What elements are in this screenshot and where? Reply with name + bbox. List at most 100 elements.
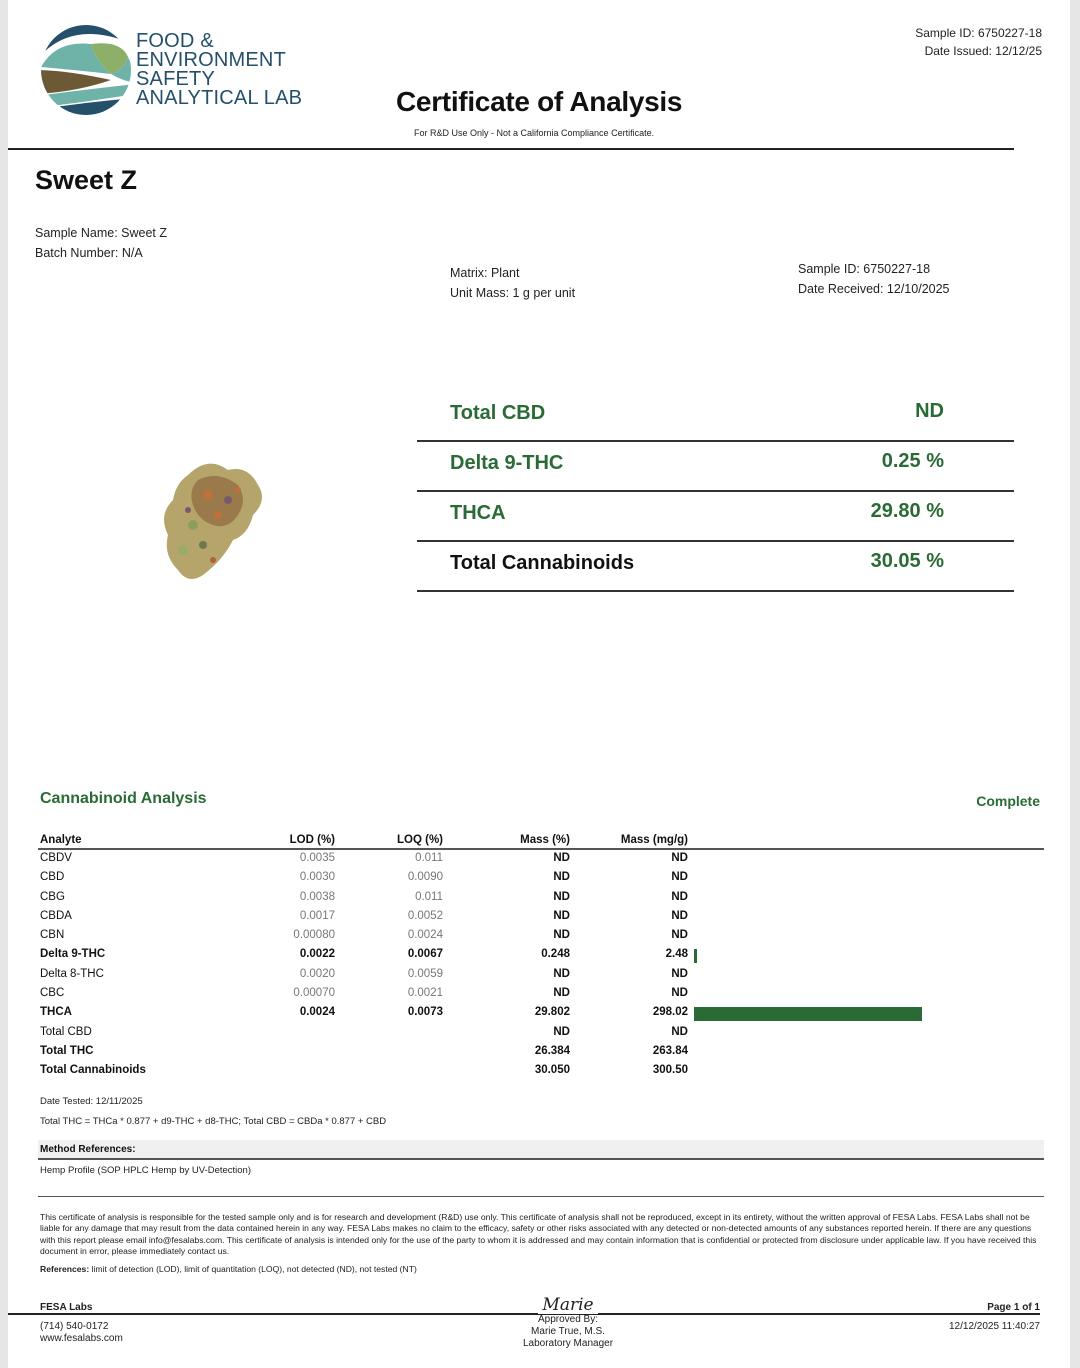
signature: Marie — [538, 1296, 598, 1314]
potency-summary: Total CBD ND Delta 9-THC 0.25 % THCA 29.… — [417, 392, 1014, 592]
batch-number: Batch Number: N/A — [35, 246, 143, 260]
summary-label: Delta 9-THC — [450, 452, 564, 474]
approver-name: Marie True, M.S. — [531, 1326, 605, 1337]
analyte-cell: CBD — [40, 871, 65, 884]
summary-label: Total Cannabinoids — [450, 552, 635, 574]
page-subtitle: For R&D Use Only - Not a California Comp… — [414, 128, 655, 138]
loq-cell: 0.0021 — [407, 987, 443, 1000]
summary-value: 30.05 % — [870, 550, 944, 572]
method-reference: Hemp Profile (SOP HPLC Hemp by UV-Detect… — [40, 1165, 252, 1176]
analyte-cell: Total THC — [40, 1044, 94, 1057]
lab-name-line: ANALYTICAL LAB — [136, 87, 303, 109]
mass-pct-cell: ND — [553, 890, 570, 903]
table-row: CBDV 0.0035 0.011 ND ND — [38, 850, 1044, 869]
lod-cell: 0.00080 — [293, 929, 335, 942]
column-header-lod: LOD (%) — [289, 834, 335, 846]
company-name: FESA Labs — [40, 1302, 93, 1313]
sample-id: Sample ID: 6750227-18 — [798, 262, 931, 276]
mass-pct-cell: 26.384 — [534, 1044, 570, 1057]
header-divider — [8, 148, 1014, 150]
summary-row: THCA 29.80 % — [417, 492, 1014, 542]
status-badge: Complete — [976, 793, 1040, 809]
lod-cell: 0.0024 — [299, 1006, 335, 1019]
lod-cell: 0.0038 — [299, 890, 335, 903]
column-header-analyte: Analyte — [40, 834, 82, 846]
sample-info: Sample Name: Sweet Z Batch Number: N/A — [35, 223, 167, 263]
analyte-cell: Total CBD — [40, 1025, 92, 1038]
mass-pct-cell: ND — [553, 871, 570, 884]
loq-cell: 0.0067 — [407, 948, 443, 961]
table-row: Delta 8-THC 0.0020 0.0059 ND ND — [38, 966, 1044, 985]
loq-cell: 0.0073 — [407, 1006, 443, 1019]
website-link[interactable]: www.fesalabs.com — [40, 1333, 123, 1344]
loq-cell: 0.0059 — [407, 967, 443, 980]
cannabis-bud-image — [164, 463, 262, 579]
loq-cell: 0.0024 — [407, 929, 443, 942]
fesa-logo-icon — [41, 25, 131, 115]
product-name: Sweet Z — [35, 165, 138, 195]
mass-mg-cell: 300.50 — [652, 1064, 688, 1077]
sample-name: Sample Name: Sweet Z — [35, 226, 167, 240]
lab-name-line: ENVIRONMENT — [136, 49, 286, 71]
summary-label: THCA — [450, 502, 506, 524]
mass-pct-cell: ND — [553, 1025, 570, 1038]
mass-mg-cell: 2.48 — [665, 948, 688, 961]
analyte-cell: CBN — [40, 929, 65, 942]
mass-bar — [694, 1007, 922, 1022]
analyte-cell: CBDV — [40, 852, 72, 864]
printed-timestamp: 12/12/2025 11:40:27 — [948, 1320, 1040, 1332]
table-body: CBDV 0.0035 0.011 ND ND CBD 0.0030 0.0090 ND ND CB… — [38, 850, 1044, 1082]
mass-pct-cell: ND — [553, 929, 570, 942]
mass-pct-cell: 30.050 — [534, 1064, 570, 1077]
matrix: Matrix: Plant — [450, 266, 520, 280]
mass-pct-cell: 29.802 — [534, 1006, 570, 1019]
table-row: Total CBD ND ND — [38, 1024, 1044, 1043]
header-date-issued: Date Issued: 12/12/25 — [924, 44, 1042, 58]
analyte-cell: Delta 8-THC — [40, 967, 104, 980]
footer-contact: FESA Labs (714) 540-0172 www.fesalabs.co… — [40, 1302, 123, 1346]
total-formula: Total THC = THCa * 0.877 + d9-THC + d8-T… — [40, 1116, 387, 1127]
summary-label: Total CBD — [450, 402, 546, 424]
lod-cell: 0.0030 — [299, 871, 335, 884]
cannabinoid-table: Analyte LOD (%) LOQ (%) Mass (%) Mass (m… — [38, 832, 1044, 1082]
section-title: Cannabinoid Analysis — [40, 790, 207, 807]
table-row: Delta 9-THC 0.0022 0.0067 0.248 2.48 — [38, 946, 1044, 965]
table-row: THCA 0.0024 0.0073 29.802 298.02 — [38, 1004, 1044, 1023]
mass-bar — [694, 949, 697, 964]
table-row: CBDA 0.0017 0.0052 ND ND — [38, 908, 1044, 927]
mass-mg-cell: ND — [671, 1025, 688, 1038]
header-meta: Sample ID: 6750227-18 Date Issued: 12/12… — [915, 24, 1042, 60]
analyte-cell: THCA — [40, 1006, 72, 1019]
lab-name: FOOD & ENVIRONMENT SAFETY ANALYTICAL LAB — [136, 30, 303, 109]
method-references-header: Method References: — [38, 1140, 1044, 1160]
footer-page-info: Page 1 of 1 12/12/2025 11:40:27 — [949, 1302, 1040, 1333]
mass-mg-cell: ND — [671, 852, 688, 864]
summary-value: 0.25 % — [881, 450, 944, 472]
header-sample-id: Sample ID: 6750227-18 — [915, 26, 1042, 40]
references: References: limit of detection (LOD), li… — [40, 1264, 417, 1274]
analyte-cell: CBDA — [40, 909, 72, 922]
page-number: Page 1 of 1 — [987, 1302, 1040, 1313]
lod-cell: 0.00070 — [293, 987, 335, 1000]
mass-mg-cell: ND — [671, 871, 688, 884]
analyte-cell: CBC — [40, 987, 65, 1000]
summary-value: ND — [915, 400, 944, 422]
mass-mg-cell: ND — [671, 890, 688, 903]
disclaimer: This certificate of analysis is responsi… — [40, 1212, 1037, 1256]
loq-cell: 0.0052 — [407, 909, 443, 922]
mass-mg-cell: 263.84 — [652, 1044, 688, 1057]
column-header-mass-pct: Mass (%) — [520, 834, 570, 846]
analyte-cell: CBG — [40, 890, 65, 903]
loq-cell: 0.011 — [415, 852, 443, 864]
table-row: CBC 0.00070 0.0021 ND ND — [38, 985, 1044, 1004]
mass-mg-cell: ND — [671, 929, 688, 942]
analyte-cell: Total Cannabinoids — [40, 1064, 146, 1077]
column-header-mass-mg: Mass (mg/g) — [620, 834, 688, 846]
divider — [38, 1196, 1044, 1197]
summary-row: Total CBD ND — [417, 392, 1014, 442]
lab-name-line: FOOD & — [136, 30, 214, 52]
lod-cell: 0.0035 — [299, 852, 335, 864]
table-row: CBD 0.0030 0.0090 ND ND — [38, 869, 1044, 888]
table-row: Total Cannabinoids 30.050 300.50 — [38, 1062, 1044, 1081]
mass-pct-cell: ND — [553, 852, 570, 864]
